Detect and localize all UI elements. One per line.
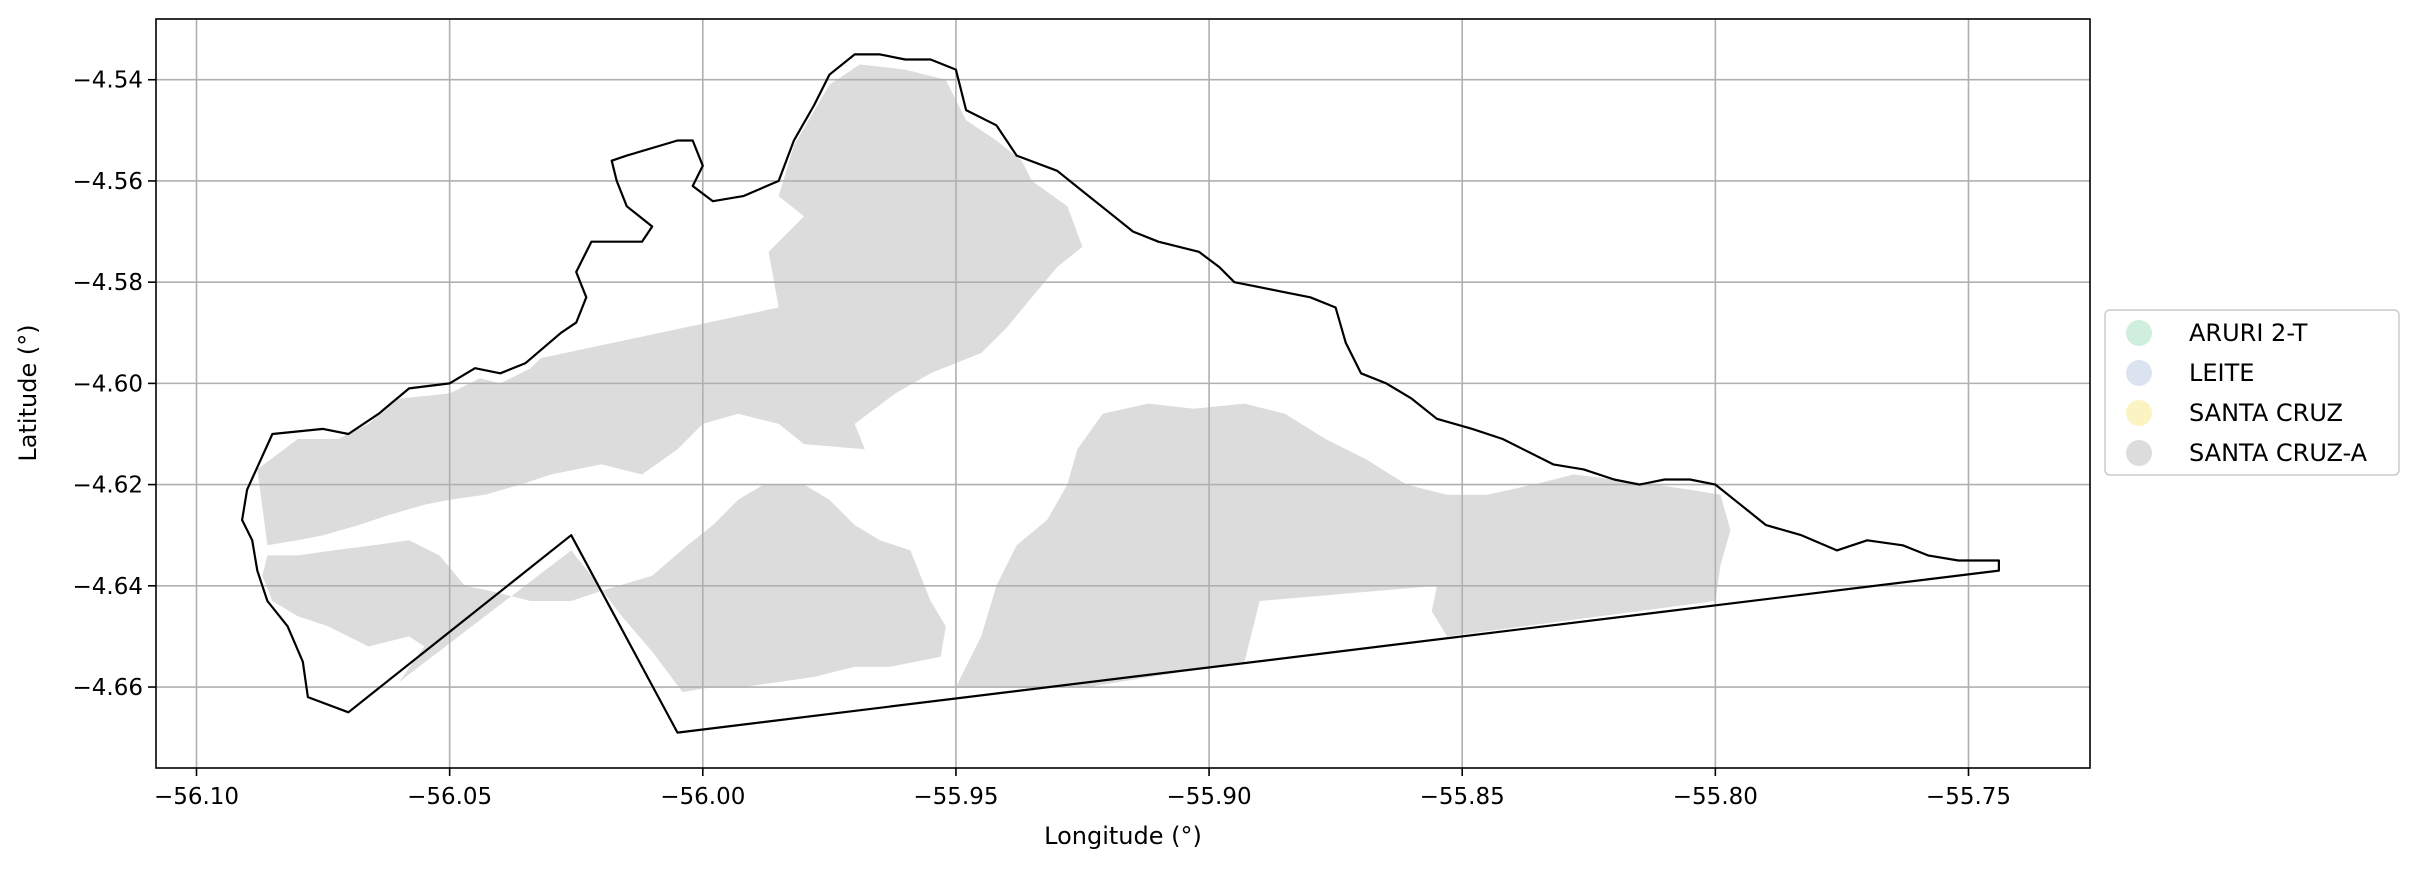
field-polygon-3 xyxy=(955,403,1731,687)
x-tick-label: −55.75 xyxy=(1926,784,2011,810)
y-axis-ticks: −4.54 −4.56 −4.58 −4.60 −4.62 −4.64 −4.66 xyxy=(73,68,156,701)
plot-area xyxy=(155,18,2091,769)
grid-layer xyxy=(156,19,2090,768)
legend-label: SANTA CRUZ xyxy=(2189,399,2343,427)
y-tick-label: −4.58 xyxy=(73,270,143,296)
x-tick-label: −56.10 xyxy=(154,784,239,810)
legend-label: ARURI 2-T xyxy=(2189,319,2308,347)
legend-marker xyxy=(2126,360,2152,386)
x-tick-label: −55.85 xyxy=(1420,784,1505,810)
y-tick-label: −4.62 xyxy=(73,473,143,499)
x-tick-label: −56.00 xyxy=(660,784,745,810)
plot-frame xyxy=(155,18,2091,769)
y-tick-label: −4.56 xyxy=(73,169,143,195)
y-tick-label: −4.54 xyxy=(73,68,143,94)
x-tick-label: −55.95 xyxy=(913,784,998,810)
legend-marker xyxy=(2126,320,2152,346)
legend-label: SANTA CRUZ-A xyxy=(2189,439,2368,467)
legend-marker xyxy=(2126,400,2152,426)
field-polygon-1 xyxy=(257,64,1083,546)
legend-label: LEITE xyxy=(2189,359,2254,387)
y-axis-label: Latitude (°) xyxy=(14,324,42,461)
y-tick-label: −4.66 xyxy=(73,675,143,701)
legend: ARURI 2-T LEITE SANTA CRUZ SANTA CRUZ-A xyxy=(2104,309,2400,476)
x-axis-label: Longitude (°) xyxy=(1044,822,1202,850)
x-axis-ticks: −56.10 −56.05 −56.00 −55.95 −55.90 −55.85 −55.… xyxy=(154,768,2011,810)
field-polygons-layer xyxy=(257,64,1731,693)
x-tick-label: −55.90 xyxy=(1167,784,1252,810)
y-tick-label: −4.60 xyxy=(73,371,143,397)
x-tick-label: −56.05 xyxy=(407,784,492,810)
boundary-layer xyxy=(241,53,2000,734)
field-polygon-2 xyxy=(262,484,946,693)
legend-box xyxy=(2104,309,2400,476)
x-tick-label: −55.80 xyxy=(1673,784,1758,810)
farm-boundary xyxy=(241,53,2000,734)
legend-marker xyxy=(2126,440,2152,466)
y-tick-label: −4.64 xyxy=(73,574,143,600)
